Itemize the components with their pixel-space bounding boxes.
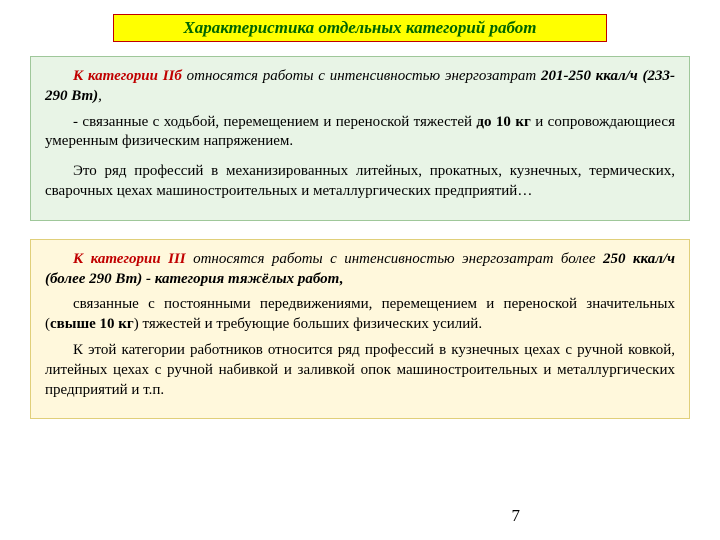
- cat3-line-2: связанные с постоянными передвижениями, …: [45, 295, 675, 335]
- panel-category-3: К категории III относятся работы с интен…: [30, 239, 690, 420]
- text: Это ряд профессий в механизированных лит…: [45, 163, 675, 199]
- cat3-heavy: - категория тяжёлых работ,: [142, 271, 343, 287]
- cat3-label: К категории III: [73, 251, 186, 267]
- cat2b-line-1: К категории IIб относятся работы с интен…: [45, 67, 675, 107]
- cat2b-label: К категории IIб: [73, 68, 182, 84]
- text: относятся работы с интенсивностью энерго…: [182, 68, 541, 84]
- panel-category-2b: К категории IIб относятся работы с интен…: [30, 56, 690, 221]
- slide-title: Характеристика отдельных категорий работ: [183, 18, 536, 37]
- text: - связанные с ходьбой, перемещением и пе…: [73, 114, 476, 130]
- title-band: Характеристика отдельных категорий работ: [113, 14, 607, 42]
- cat3-weight: свыше 10 кг: [50, 316, 134, 332]
- text: относятся работы с интенсивностью энерго…: [186, 251, 603, 267]
- cat2b-line-2: - связанные с ходьбой, перемещением и пе…: [45, 113, 675, 153]
- cat2b-line-3: Это ряд профессий в механизированных лит…: [45, 162, 675, 202]
- cat3-line-1: К категории III относятся работы с интен…: [45, 250, 675, 290]
- text: К этой категории работников относится ря…: [45, 342, 675, 398]
- text: ,: [98, 88, 102, 104]
- text: ) тяжестей и требующие больших физически…: [134, 316, 482, 332]
- cat3-line-3: К этой категории работников относится ря…: [45, 341, 675, 400]
- cat2b-weight: до 10 кг: [476, 114, 530, 130]
- slide: Характеристика отдельных категорий работ…: [0, 0, 720, 540]
- page-number: 7: [512, 506, 521, 526]
